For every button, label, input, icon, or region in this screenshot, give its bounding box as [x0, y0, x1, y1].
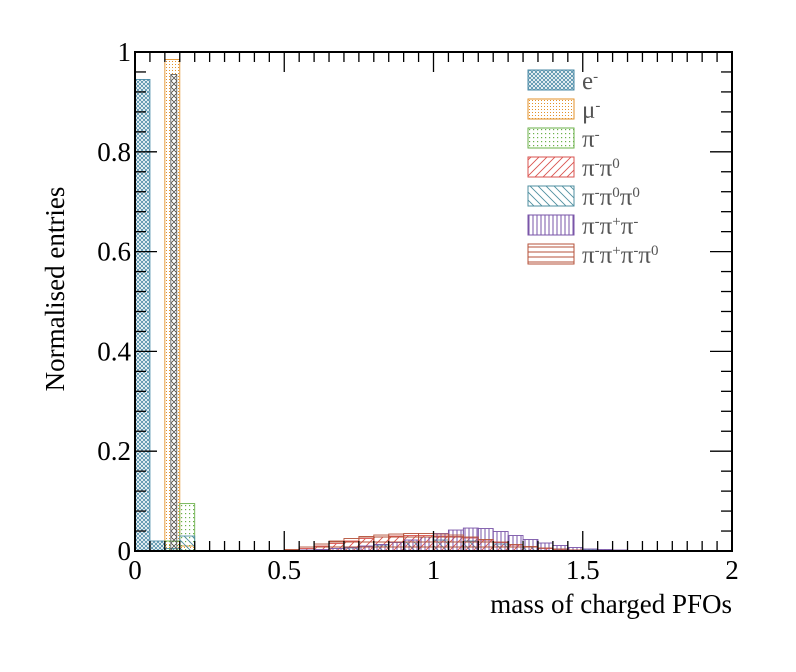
x-tick-label: 1	[427, 555, 441, 585]
legend-label-4: π-π0π0	[582, 184, 640, 211]
legend-swatch-3	[527, 156, 575, 178]
legend-label-3: π-π0	[582, 155, 620, 182]
x-tick-label: 1.5	[566, 555, 600, 585]
y-axis-title: Normalised entries	[40, 187, 70, 392]
y-tick-label: 0	[118, 536, 132, 566]
legend-label-2: π-	[582, 126, 600, 153]
bar-6-13	[462, 536, 479, 551]
y-tick-label: 0.6	[97, 237, 131, 267]
bar-6-12	[447, 534, 464, 551]
legend-swatch-4	[527, 185, 575, 207]
legend-label-1: μ-	[582, 97, 600, 124]
x-tick-label: 2	[725, 555, 739, 585]
x-axis-title: mass of charged PFOs	[490, 589, 732, 619]
y-tick-label: 0.4	[97, 336, 131, 366]
legend-swatch-2	[527, 127, 575, 149]
y-tick-label: 0.2	[97, 436, 131, 466]
x-tick-label: 0	[128, 555, 142, 585]
legend-swatch-5	[527, 214, 575, 236]
bar-0-0	[135, 78, 151, 551]
bar-6-10	[418, 533, 434, 551]
y-tick-label: 1	[118, 37, 132, 67]
legend-label-6: π-π+π-π0	[582, 242, 658, 269]
bar-6-14	[477, 539, 494, 551]
legend-label-5: π-π+π-	[582, 213, 638, 240]
tick-labels: 0 0.5 1 1.5 2 0 0.2 0.4 0.6 0.8 1	[97, 37, 739, 585]
bar-6-5	[343, 538, 360, 551]
plot-frame	[134, 51, 733, 552]
legend-swatch-1	[527, 98, 575, 120]
bar-overlap	[170, 74, 178, 551]
bar-6-6	[358, 536, 375, 551]
bar-6-15	[492, 541, 509, 551]
y-tick-label: 0.8	[97, 137, 131, 167]
bar-6-8	[388, 533, 405, 551]
bar-0-1	[149, 540, 166, 551]
bar-6-11	[433, 533, 449, 551]
bar-4-2	[179, 535, 196, 551]
x-tick-label: 0.5	[267, 555, 301, 585]
bar-6-9	[403, 533, 420, 551]
bar-6-7	[373, 534, 390, 551]
legend-swatch-0	[527, 69, 575, 91]
bar-6-3	[313, 543, 330, 551]
legend-swatch-6	[527, 243, 575, 265]
bar-6-4	[328, 540, 345, 551]
legend-label-0: e-	[582, 68, 598, 95]
axes	[134, 51, 733, 552]
